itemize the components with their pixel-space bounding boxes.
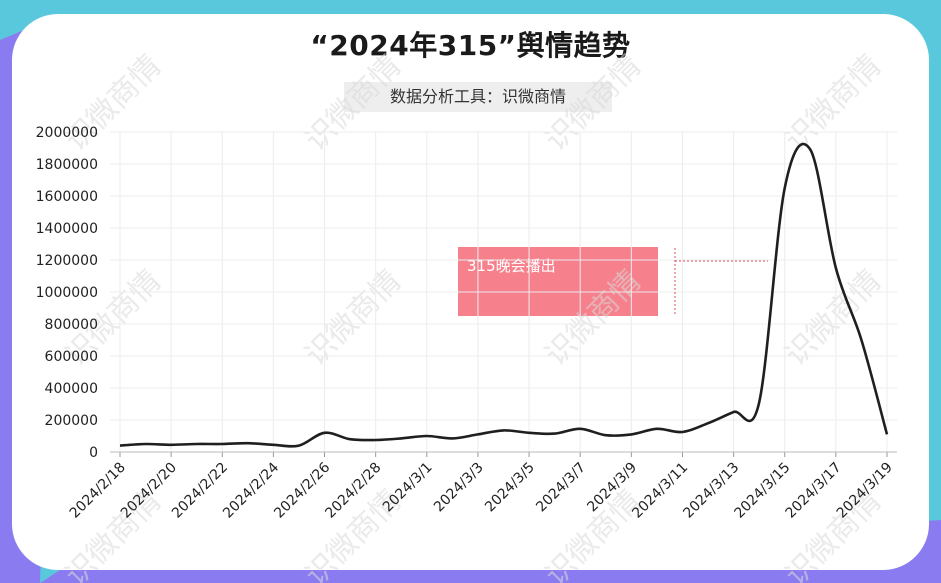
data-point	[169, 443, 173, 447]
y-tick-label: 1800000	[36, 157, 98, 173]
y-tick-label: 1000000	[36, 285, 98, 301]
data-point	[604, 433, 608, 437]
y-tick-label: 1600000	[36, 189, 98, 205]
x-tick-label: 2024/3/5	[482, 460, 538, 516]
data-point	[502, 428, 506, 432]
data-point	[425, 434, 429, 438]
y-tick-label: 600000	[45, 349, 98, 365]
data-point	[144, 442, 148, 446]
data-point	[374, 438, 378, 442]
y-tick-label: 0	[89, 445, 98, 461]
data-point	[808, 148, 812, 152]
y-tick-label: 2000000	[36, 125, 98, 141]
data-point	[220, 442, 224, 446]
data-point	[323, 431, 327, 435]
annotation-box	[458, 247, 658, 316]
data-point	[450, 436, 454, 440]
data-point	[195, 442, 199, 446]
series-line	[119, 142, 889, 448]
data-point	[757, 400, 761, 404]
data-point	[859, 338, 863, 342]
chart-title: “2024年315”舆情趋势	[310, 29, 631, 62]
data-point	[399, 436, 403, 440]
data-point	[783, 186, 787, 190]
data-point	[706, 421, 710, 425]
x-tick-label: 2024/3/3	[431, 460, 487, 516]
data-point	[732, 410, 736, 414]
data-point	[834, 266, 838, 270]
y-tick-label: 200000	[45, 413, 98, 429]
data-point	[271, 443, 275, 447]
x-tick-label: 2024/3/1	[380, 460, 436, 516]
data-point	[885, 432, 889, 436]
y-tick-label: 1200000	[36, 253, 98, 269]
data-point	[118, 444, 122, 448]
y-tick-label: 1400000	[36, 221, 98, 237]
data-point	[629, 432, 633, 436]
y-tick-label: 400000	[45, 381, 98, 397]
data-point	[476, 432, 480, 436]
data-point	[348, 437, 352, 441]
data-point	[527, 431, 531, 435]
data-point	[680, 430, 684, 434]
data-point	[578, 427, 582, 431]
data-point	[655, 427, 659, 431]
data-point	[297, 444, 301, 448]
x-tick-label: 2024/3/7	[533, 460, 589, 516]
chart-subtitle: 数据分析工具：识微商情	[344, 82, 612, 112]
data-point	[246, 441, 250, 445]
y-tick-label: 800000	[45, 317, 98, 333]
annotation-label: 315晚会播出	[467, 257, 556, 275]
data-point	[553, 432, 557, 436]
